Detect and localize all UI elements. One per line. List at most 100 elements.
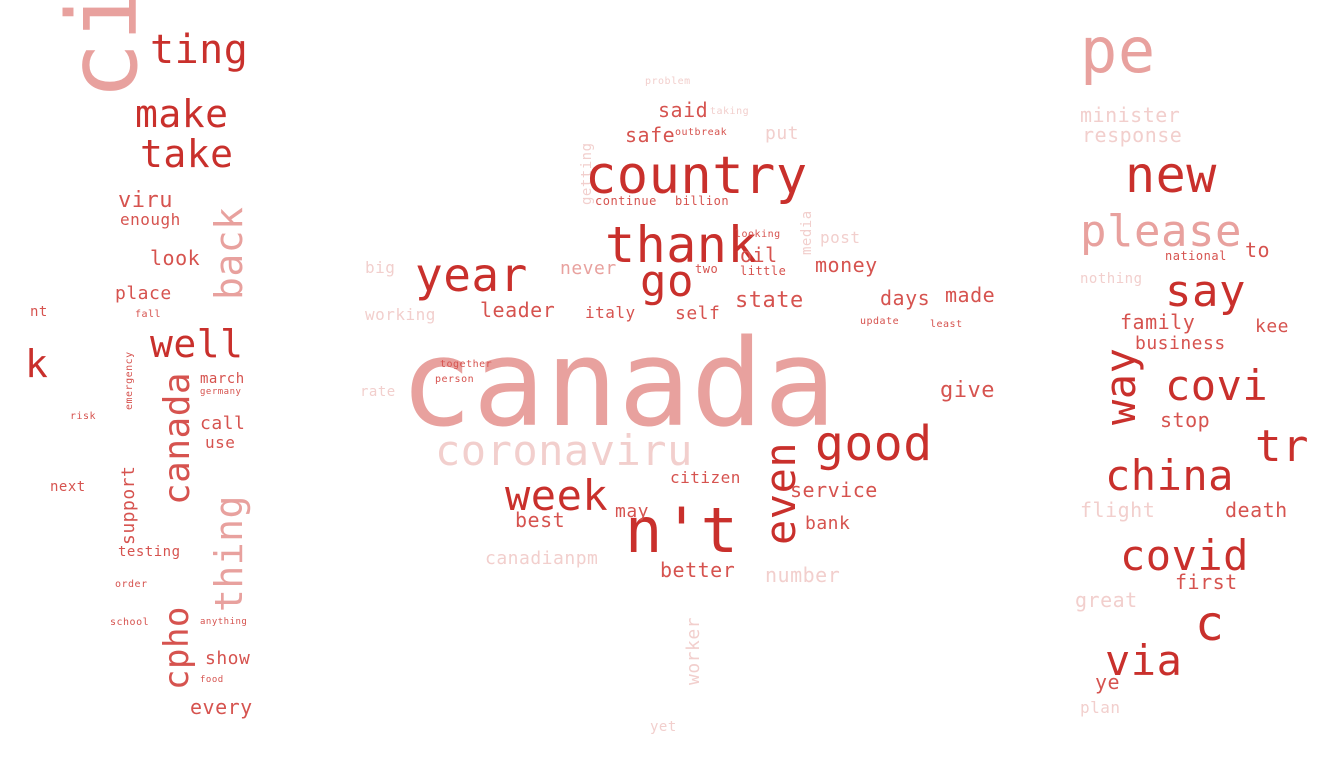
word-mid-37: good (815, 416, 933, 472)
word-mid-17: big (365, 258, 396, 277)
word-right-23: via (1105, 636, 1183, 685)
word-right-17: flight (1080, 498, 1156, 522)
word-right-15: tr (1255, 421, 1309, 472)
word-mid-30: least (930, 319, 963, 330)
word-mid-4: outbreak (675, 127, 728, 138)
word-left-15: use (205, 433, 236, 452)
word-mid-45: bank (805, 513, 851, 534)
word-left-26: emergency (124, 351, 135, 410)
word-mid-40: n't (625, 494, 739, 567)
word-mid-27: italy (585, 303, 636, 322)
word-left-17: thing (207, 495, 251, 612)
word-mid-38: week (505, 471, 609, 520)
word-mid-28: self (675, 303, 721, 324)
word-right-7: nothing (1080, 271, 1143, 287)
word-right-12: way (1096, 347, 1145, 425)
word-mid-48: number (765, 563, 841, 587)
word-left-6: back (207, 206, 251, 300)
word-left-9: well (150, 322, 244, 366)
word-right-8: say (1165, 266, 1246, 317)
word-right-9: family (1120, 310, 1196, 334)
word-mid-49: worker (683, 616, 704, 685)
word-left-3: cintruc (47, 0, 159, 100)
word-left-19: testing (118, 544, 181, 560)
word-mid-11: thank (605, 216, 759, 274)
word-left-0: ting (150, 27, 249, 73)
word-mid-47: better (660, 558, 736, 582)
word-mid-7: country (585, 146, 808, 206)
word-left-18: next (50, 479, 86, 495)
word-mid-19: two (695, 262, 719, 276)
word-right-11: business (1135, 333, 1226, 354)
word-left-5: enough (120, 210, 181, 229)
word-mid-15: year (415, 248, 528, 302)
word-cloud-middle-panel: problem said taking safe outbreak put getting c… (340, 55, 1020, 755)
word-mid-31: canada (400, 315, 837, 454)
word-left-1: make (135, 92, 229, 136)
word-left-14: call (200, 413, 246, 434)
word-mid-25: working (365, 305, 436, 324)
word-right-2: response (1082, 123, 1183, 147)
word-right-4: please (1080, 206, 1242, 257)
word-mid-21: money (815, 253, 878, 277)
word-mid-50: yet (650, 719, 677, 735)
word-left-11: nt (30, 304, 48, 320)
word-left-22: every (190, 695, 253, 719)
word-mid-13: post (820, 228, 861, 247)
word-right-14: stop (1160, 408, 1211, 432)
word-right-3: new (1125, 146, 1217, 204)
word-right-25: ye (1095, 670, 1121, 694)
word-left-7: look (150, 246, 201, 270)
word-cloud-right-panel: pe minister response new please national to not… (1060, 0, 1333, 775)
word-mid-5: put (765, 123, 800, 144)
word-right-6: to (1245, 238, 1271, 262)
word-mid-32: together (440, 359, 493, 370)
word-mid-34: give (940, 378, 995, 403)
word-left-4: viru (118, 188, 173, 213)
word-mid-43: best (515, 508, 566, 532)
word-left-13: march (200, 371, 245, 387)
word-mid-29: update (860, 316, 900, 327)
word-mid-39: citizen (670, 468, 741, 487)
word-left-16: support (118, 465, 139, 545)
word-right-13: covi (1165, 361, 1269, 410)
word-left-29: anything (200, 617, 248, 627)
word-left-27: risk (70, 411, 97, 422)
word-mid-8: continue (595, 194, 657, 208)
word-left-25: fall (135, 309, 162, 320)
word-right-18: death (1225, 498, 1288, 522)
word-mid-12: looking (735, 229, 781, 240)
word-mid-24: made (945, 283, 996, 307)
word-left-30: food (200, 675, 224, 685)
word-right-19: covid (1120, 531, 1249, 580)
word-right-5: national (1165, 249, 1227, 263)
word-left-24: order (115, 579, 148, 590)
word-mid-3: safe (625, 123, 676, 147)
word-mid-36: coronaviru (435, 426, 693, 475)
word-left-10: k (25, 342, 49, 386)
word-left-23: school (110, 617, 150, 628)
word-mid-22: state (735, 288, 804, 313)
word-right-16: china (1105, 451, 1234, 500)
word-mid-26: leader (480, 298, 556, 322)
word-mid-0: problem (645, 76, 691, 87)
word-mid-33: person (435, 374, 475, 385)
word-mid-46: canadianpm (485, 548, 599, 569)
word-mid-42: service (790, 478, 878, 502)
word-mid-44: may (615, 501, 650, 522)
word-left-28: germany (200, 387, 242, 397)
word-mid-1: said (658, 98, 709, 122)
word-mid-16: go (640, 256, 694, 307)
word-right-1: minister (1080, 103, 1181, 127)
word-right-21: great (1075, 588, 1138, 612)
word-mid-10: media (799, 210, 815, 255)
word-left-21: show (205, 648, 251, 669)
word-mid-35: rate (360, 384, 396, 400)
word-mid-23: days (880, 286, 931, 310)
word-left-2: take (140, 132, 234, 176)
word-mid-9: billion (675, 194, 730, 208)
word-mid-14: oil (740, 243, 778, 267)
word-right-20: first (1175, 570, 1238, 594)
